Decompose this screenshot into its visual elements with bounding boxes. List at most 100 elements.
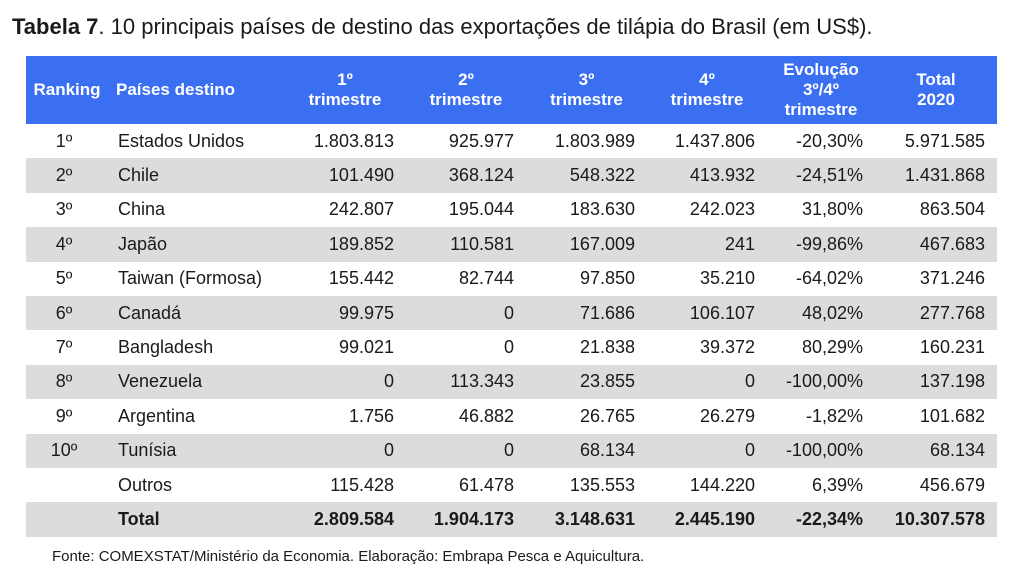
cell-rank: 9º — [55, 405, 73, 426]
cell-q4: 106.107 — [647, 295, 767, 331]
table-caption: . 10 principais países de destino das ex… — [98, 14, 873, 39]
cell-country: Tunísia — [108, 433, 284, 468]
header-q1: 1º trimestre — [284, 56, 406, 124]
cell-country: Bangladesh — [118, 337, 214, 358]
cell-rank: 8º — [26, 364, 108, 400]
cell-q1: 1.756 — [348, 405, 394, 426]
table-row: 7º Bangladesh 99.021 0 21.838 39.372 80,29% 160… — [26, 330, 997, 364]
cell-evo: -22,34% — [767, 502, 875, 537]
cell-evo: 31,80% — [801, 199, 863, 220]
table-row: 6º Canadá 99.975 0 71.686 106.107 48,02% 277.76… — [26, 295, 997, 331]
cell-q3: 548.322 — [526, 158, 647, 193]
cell-q1: 101.490 — [284, 158, 406, 193]
cell-rank: 7º — [55, 337, 73, 358]
cell-q2: 925.977 — [448, 130, 514, 151]
table-row: 9º Argentina 1.756 46.882 26.765 26.279 -1,82%… — [26, 399, 997, 433]
cell-evo: 80,29% — [801, 337, 863, 358]
cell-q1: 0 — [284, 433, 406, 468]
cell-country: Estados Unidos — [118, 130, 245, 151]
cell-country: Japão — [108, 227, 284, 262]
cell-evo: 6,39% — [811, 474, 863, 495]
cell-q3: 21.838 — [579, 337, 635, 358]
cell-total: 863.504 — [919, 199, 985, 220]
cell-country: Total — [108, 502, 284, 537]
cell-country: Chile — [108, 158, 284, 193]
cell-total: 101.682 — [919, 405, 985, 426]
header-country: Países destino — [108, 56, 284, 124]
cell-total: 10.307.578 — [875, 502, 997, 537]
cell-q4: 1.437.806 — [674, 130, 755, 151]
cell-q2: 82.744 — [458, 268, 514, 289]
cell-total: 277.768 — [875, 295, 997, 331]
cell-q4: 39.372 — [699, 337, 755, 358]
cell-q1: 99.021 — [338, 337, 394, 358]
cell-q3: 97.850 — [579, 268, 635, 289]
cell-q3: 68.134 — [526, 433, 647, 468]
cell-q4: 0 — [647, 364, 767, 400]
cell-q2: 0 — [406, 295, 526, 331]
total-row: Total 2.809.584 1.904.173 3.148.631 2.445.19… — [26, 502, 997, 537]
cell-rank: 2º — [26, 158, 108, 193]
header-evolution: Evolução 3º/4º trimestre — [767, 56, 875, 124]
cell-rank: 4º — [26, 227, 108, 262]
table-row: 4º Japão 189.852 110.581 167.009 241 -99,86% 46… — [26, 227, 997, 262]
table-row: 10º Tunísia 0 0 68.134 0 -100,00% 68.134 — [26, 433, 997, 468]
cell-q2: 113.343 — [406, 364, 526, 400]
header-ranking: Ranking — [26, 56, 108, 124]
cell-q1: 155.442 — [328, 268, 394, 289]
cell-q3: 3.148.631 — [526, 502, 647, 537]
cell-country: Canadá — [108, 295, 284, 331]
cell-q2: 1.904.173 — [406, 502, 526, 537]
cell-total: 137.198 — [875, 364, 997, 400]
header-q2: 2º trimestre — [406, 56, 526, 124]
cell-q3: 183.630 — [569, 199, 635, 220]
exports-table: Ranking Países destino 1º trimestre 2º tri… — [26, 56, 997, 537]
cell-q1: 1.803.813 — [313, 130, 394, 151]
header-q4: 4º trimestre — [647, 56, 767, 124]
cell-q3: 23.855 — [526, 364, 647, 400]
cell-total: 68.134 — [875, 433, 997, 468]
cell-q3: 26.765 — [579, 405, 635, 426]
table-row: 5º Taiwan (Formosa) 155.442 82.744 97.850 35.… — [26, 262, 997, 296]
cell-q3: 167.009 — [526, 227, 647, 262]
cell-country: China — [118, 199, 166, 220]
cell-q4: 35.210 — [699, 268, 755, 289]
cell-q1: 99.975 — [284, 295, 406, 331]
cell-rank: 6º — [26, 295, 108, 331]
cell-q2: 195.044 — [448, 199, 514, 220]
cell-country: Venezuela — [108, 364, 284, 400]
cell-q2: 0 — [503, 337, 514, 358]
table-row: 8º Venezuela 0 113.343 23.855 0 -100,00% 137.19… — [26, 364, 997, 400]
cell-q2: 368.124 — [406, 158, 526, 193]
cell-q4: 0 — [647, 433, 767, 468]
cell-evo: -100,00% — [767, 433, 875, 468]
cell-q3: 135.553 — [569, 474, 635, 495]
cell-evo: -20,30% — [795, 130, 863, 151]
cell-q4: 242.023 — [689, 199, 755, 220]
cell-country: Argentina — [118, 405, 196, 426]
cell-q1: 189.852 — [284, 227, 406, 262]
cell-rank: 5º — [55, 268, 73, 289]
table-row: 1º Estados Unidos 1.803.813 925.977 1.803.98… — [26, 124, 997, 158]
cell-total: 456.679 — [919, 474, 985, 495]
cell-total: 371.246 — [919, 268, 985, 289]
table-title: Tabela 7. 10 principais países de destin… — [12, 14, 873, 40]
cell-evo: -99,86% — [767, 227, 875, 262]
cell-total: 467.683 — [875, 227, 997, 262]
table-row: Outros 115.428 61.478 135.553 144.220 6,39% 45… — [26, 468, 997, 502]
cell-q1: 2.809.584 — [284, 502, 406, 537]
cell-q4: 413.932 — [647, 158, 767, 193]
table-number: Tabela 7 — [12, 14, 99, 39]
cell-country: Taiwan (Formosa) — [118, 268, 263, 289]
cell-rank: 1º — [55, 130, 73, 151]
cell-total: 1.431.868 — [875, 158, 997, 193]
cell-q3: 1.803.989 — [554, 130, 635, 151]
cell-country: Outros — [118, 474, 173, 495]
cell-q2: 0 — [406, 433, 526, 468]
header-q3: 3º trimestre — [526, 56, 647, 124]
cell-q1: 242.807 — [328, 199, 394, 220]
header-row: Ranking Países destino 1º trimestre 2º tri… — [26, 56, 997, 124]
cell-q4: 241 — [647, 227, 767, 262]
cell-evo: -64,02% — [795, 268, 863, 289]
cell-q3: 71.686 — [526, 295, 647, 331]
